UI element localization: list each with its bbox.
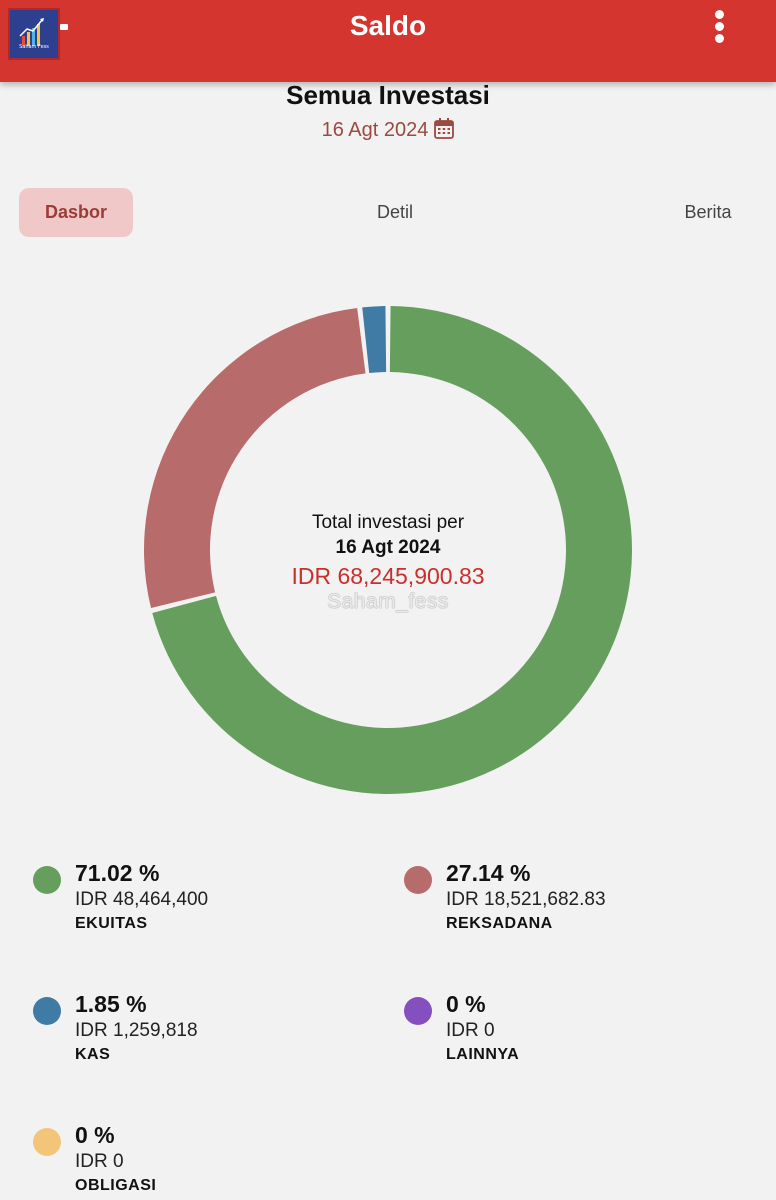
legend-percent: 1.85 %	[75, 991, 147, 1017]
legend-dot	[33, 1128, 61, 1156]
app-logo[interactable]: Saham Fess	[8, 8, 60, 60]
legend-label: LAINNYA	[446, 1046, 520, 1063]
date-label: 16 Agt 2024	[321, 119, 429, 141]
legend-amount: IDR 0	[75, 1151, 124, 1172]
legend-dot	[33, 997, 61, 1025]
legend-label: KAS	[75, 1046, 111, 1063]
donut-center-caption: Total investasi per	[311, 512, 465, 533]
tab-detil[interactable]: Detil	[376, 202, 413, 222]
legend-percent: 71.02 %	[75, 860, 160, 886]
legend-label: REKSADANA	[446, 915, 553, 932]
app-title: Saldo	[349, 10, 427, 41]
legend-amount: IDR 48,464,400	[75, 889, 209, 910]
legend-dot	[404, 997, 432, 1025]
donut-chart[interactable]	[138, 300, 638, 800]
tab-berita[interactable]: Berita	[684, 202, 732, 222]
more-vertical-icon[interactable]	[708, 8, 732, 44]
donut-center-total: IDR 68,245,900.83	[291, 563, 485, 589]
legend-amount: IDR 1,259,818	[75, 1020, 198, 1041]
legend-label: OBLIGASI	[75, 1177, 157, 1194]
app-bar: Saham Fess Saldo	[0, 0, 776, 82]
donut-center-date: 16 Agt 2024	[335, 537, 441, 558]
legend-label: EKUITAS	[75, 915, 148, 932]
legend-percent: 27.14 %	[446, 860, 531, 886]
date-selector[interactable]: 16 Agt 2024	[0, 118, 776, 142]
chart-logo-icon	[19, 18, 44, 46]
page-heading: Semua Investasi	[286, 80, 490, 110]
donut-slice-reksadana[interactable]	[143, 307, 366, 609]
donut-slice-kas[interactable]	[362, 306, 387, 373]
legend-amount: IDR 0	[446, 1020, 495, 1041]
legend-percent: 0 %	[446, 991, 486, 1017]
legend-dot	[404, 866, 432, 894]
calendar-icon	[434, 118, 455, 139]
back-arrow-icon[interactable]	[60, 24, 68, 30]
legend-dot	[33, 866, 61, 894]
watermark: Saham_fess	[327, 590, 449, 613]
logo-text: Saham Fess	[19, 44, 49, 50]
tab-dasbor[interactable]: Dasbor	[19, 188, 133, 237]
legend-percent: 0 %	[75, 1122, 115, 1148]
legend-amount: IDR 18,521,682.83	[446, 889, 606, 910]
